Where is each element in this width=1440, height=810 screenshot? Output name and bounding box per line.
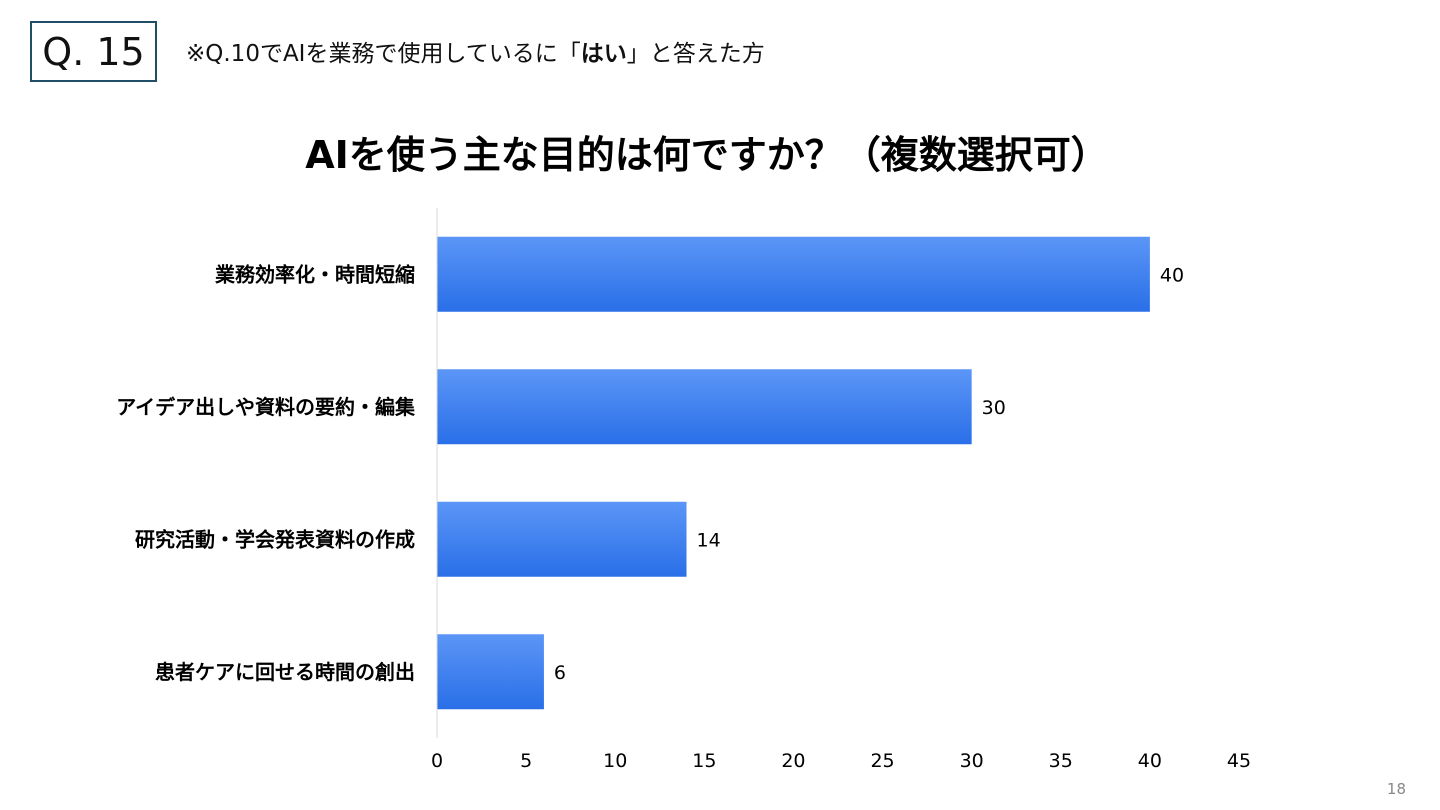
page-number: 18	[1386, 780, 1406, 798]
x-tick-label: 10	[603, 750, 627, 772]
category-label-4: 患者ケアに回せる時間の創出	[155, 660, 415, 684]
chart-title: AIを使う主な目的は何ですか？（複数選択可）	[305, 133, 1109, 177]
x-tick-label: 15	[692, 750, 716, 772]
bar-2	[437, 369, 972, 445]
data-label-1: 40	[1160, 264, 1184, 286]
x-tick-label: 20	[781, 750, 805, 772]
respondent-note: ※Q.10でAIを業務で使用しているに「はい」と答えた方	[186, 34, 765, 68]
question-number: Q. 15	[42, 29, 145, 74]
category-label-3: 研究活動・学会発表資料の作成	[135, 527, 415, 551]
x-tick-label: 30	[960, 750, 984, 772]
bar-3	[437, 501, 687, 577]
note-bold: はい	[580, 41, 627, 67]
question-number-box: Q. 15	[30, 21, 157, 82]
category-label-2: アイデア出しや資料の要約・編集	[116, 395, 416, 419]
category-label-1: 業務効率化・時間短縮	[215, 262, 415, 286]
x-tick-label: 40	[1138, 750, 1162, 772]
x-tick-label: 35	[1049, 750, 1073, 772]
data-label-3: 14	[697, 529, 721, 551]
x-tick-label: 0	[431, 750, 443, 772]
bar-1	[437, 236, 1150, 312]
x-tick-label: 5	[520, 750, 532, 772]
x-tick-label: 45	[1227, 750, 1251, 772]
note-prefix: ※Q.10でAIを業務で使用しているに「	[186, 41, 581, 67]
data-label-4: 6	[554, 662, 566, 684]
data-label-2: 30	[982, 397, 1006, 419]
x-tick-label: 25	[870, 750, 894, 772]
bar-4	[437, 634, 544, 710]
note-suffix: 」と答えた方	[626, 41, 765, 67]
